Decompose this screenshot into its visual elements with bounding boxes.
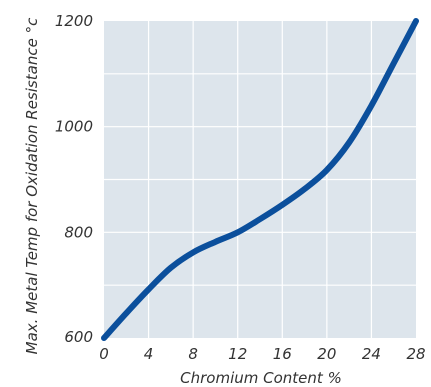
x-tick-label: 24 xyxy=(362,345,381,363)
x-tick-label: 4 xyxy=(144,345,154,363)
x-tick-label: 20 xyxy=(317,345,336,363)
y-tick-label: 1200 xyxy=(55,12,93,30)
series-line xyxy=(101,18,419,341)
series-group xyxy=(101,18,419,341)
y-tick-labels: 600 800 1000 1200 xyxy=(55,12,93,346)
y-tick-label: 800 xyxy=(64,223,93,241)
y-tick-label: 1000 xyxy=(55,118,93,136)
x-tick-label: 8 xyxy=(188,345,198,363)
x-axis-label: Chromium Content % xyxy=(180,369,342,387)
gridlines xyxy=(104,21,416,338)
x-tick-label: 28 xyxy=(406,345,425,363)
y-tick-label: 600 xyxy=(64,328,93,346)
x-tick-labels: 0 4 8 12 16 20 24 28 xyxy=(99,345,425,363)
y-axis-label: Max. Metal Temp for Oxidation Resistance… xyxy=(23,17,41,354)
x-tick-label: 12 xyxy=(228,345,247,363)
x-tick-label: 0 xyxy=(99,345,109,363)
x-tick-label: 16 xyxy=(273,345,292,363)
